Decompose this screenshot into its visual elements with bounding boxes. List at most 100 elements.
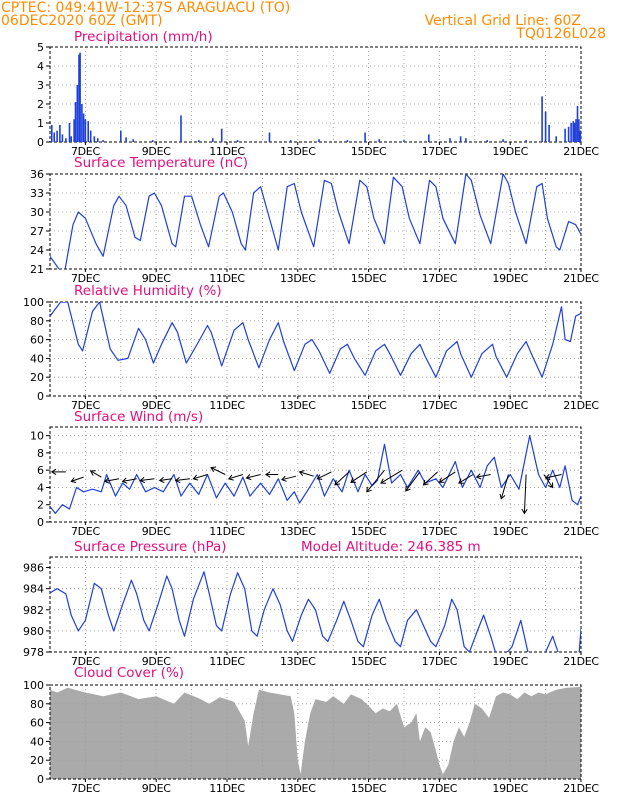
wind-vector-head xyxy=(89,470,96,476)
wind-vector-head xyxy=(499,493,506,500)
precip-bar xyxy=(102,140,104,142)
precip-bar xyxy=(197,140,200,142)
wind-vector xyxy=(366,469,385,493)
wind-ytick-label: 0 xyxy=(37,516,44,529)
cloud-xtick-label: 21DEC xyxy=(563,782,599,795)
precip-bar xyxy=(502,139,504,142)
temp-series-line xyxy=(50,174,581,269)
wind-ytick-label: 2 xyxy=(37,499,44,512)
cloud-xtick-label: 11DEC xyxy=(209,782,245,795)
precip-xtick-label: 7DEC xyxy=(71,145,101,158)
temp-ytick-label: 36 xyxy=(30,168,44,181)
precip-xtick-label: 11DEC xyxy=(209,145,245,158)
rh-xtick-label: 19DEC xyxy=(492,399,528,412)
pres-series-line xyxy=(50,571,581,652)
wind-vector-head xyxy=(298,470,305,477)
wind-ytick-label: 8 xyxy=(37,447,44,460)
wind-vector xyxy=(90,470,102,478)
wind-vector-head xyxy=(405,485,411,492)
wind-vector xyxy=(193,474,208,480)
pres-xtick-label: 19DEC xyxy=(492,655,528,668)
precip-bar xyxy=(151,140,154,142)
wind-vector xyxy=(122,478,137,482)
temp-frame xyxy=(49,173,582,270)
precip-bar xyxy=(220,128,223,142)
header-date: 06DEC2020 60Z (GMT) xyxy=(1,13,163,29)
temp-ytick-label: 33 xyxy=(30,187,44,200)
temp-xtick-label: 9DEC xyxy=(142,272,172,285)
cloud-panel: 0 20 40 60 80 100 7DEC 9DEC 11DEC 13DEC 15DEC 17DEC… xyxy=(23,665,600,795)
wind-vector xyxy=(405,471,421,492)
precip-bar xyxy=(403,140,405,142)
header-model-code: TQ0126L028 xyxy=(515,26,606,42)
precip-bar xyxy=(132,139,134,142)
wind-title: Surface Wind (m/s) xyxy=(74,409,203,425)
wind-series-line xyxy=(50,435,581,514)
precip-bar xyxy=(449,138,451,142)
wind-vector xyxy=(458,474,474,484)
wind-xtick-label: 19DEC xyxy=(492,525,528,538)
wind-vector xyxy=(543,474,554,488)
precip-bar xyxy=(212,138,214,142)
precip-bar xyxy=(59,124,61,142)
pres-ytick-label: 978 xyxy=(23,646,44,659)
precip-bar xyxy=(578,119,580,142)
model-altitude-label: Model Altitude: 246.385 m xyxy=(301,539,481,555)
precip-bar xyxy=(87,121,89,142)
cloud-ytick-label: 0 xyxy=(37,773,44,786)
wind-vector xyxy=(523,474,527,514)
pres-panel: 978 980 982 984 986 7DEC 9DEC 11DEC 13DEC 15DEC 17… xyxy=(23,539,600,668)
precip-bar xyxy=(180,115,182,142)
wind-frame xyxy=(49,426,582,523)
wind-vector xyxy=(476,474,491,478)
precip-bar xyxy=(289,140,292,142)
pres-xtick-label: 21DEC xyxy=(563,655,599,668)
cloud-xtick-label: 19DEC xyxy=(492,782,528,795)
precip-bar xyxy=(548,124,550,142)
precip-title: Precipitation (mm/h) xyxy=(74,29,213,45)
wind-vector-head xyxy=(544,474,551,481)
cloud-xtick-label: 13DEC xyxy=(280,782,316,795)
precip-bar xyxy=(378,139,380,142)
precip-ytick-label: 3 xyxy=(37,79,44,92)
rh-xtick-label: 13DEC xyxy=(280,399,316,412)
wind-vector xyxy=(246,474,261,479)
rh-frame xyxy=(49,301,582,397)
precip-bar xyxy=(318,139,320,142)
precip-bar xyxy=(74,102,77,142)
temp-panel: 21 24 27 30 33 36 7DEC 9DEC 11DEC 13DEC 15DEC 17DEC… xyxy=(30,155,600,285)
precip-ytick-label: 2 xyxy=(37,98,44,111)
rh-ytick-label: 80 xyxy=(30,315,44,328)
precip-bar xyxy=(79,52,81,143)
precip-bar xyxy=(364,132,366,142)
wind-vector-head xyxy=(139,477,146,484)
wind-vector-head xyxy=(121,477,128,484)
precip-bar xyxy=(575,119,577,142)
precip-ytick-label: 1 xyxy=(37,117,44,130)
temp-title: Surface Temperature (nC) xyxy=(74,155,248,171)
temp-xtick-label: 19DEC xyxy=(492,272,528,285)
wind-ytick-label: 4 xyxy=(37,481,44,494)
pres-ytick-label: 984 xyxy=(23,583,44,596)
wind-vector-head xyxy=(264,471,271,478)
cloud-xtick-label: 7DEC xyxy=(71,782,101,795)
precip-xtick-label: 17DEC xyxy=(422,145,458,158)
precip-bar xyxy=(567,126,570,142)
wind-vector-head xyxy=(70,477,77,483)
precip-bar xyxy=(525,140,527,142)
precip-ytick-label: 0 xyxy=(37,136,44,149)
rh-ytick-label: 0 xyxy=(37,390,44,403)
cloud-title: Cloud Cover (%) xyxy=(74,665,184,681)
precip-bar xyxy=(84,119,87,142)
precip-bar xyxy=(346,140,349,142)
pres-xtick-label: 15DEC xyxy=(351,655,387,668)
wind-vector-head xyxy=(334,479,340,486)
wind-vector-head xyxy=(174,477,181,484)
precip-xtick-label: 19DEC xyxy=(492,145,528,158)
wind-vector-head xyxy=(227,474,234,481)
wind-vector xyxy=(423,471,438,486)
rh-xtick-label: 15DEC xyxy=(351,399,387,412)
wind-vector xyxy=(104,478,120,482)
precip-bar xyxy=(125,137,127,143)
precip-bar xyxy=(65,138,67,142)
